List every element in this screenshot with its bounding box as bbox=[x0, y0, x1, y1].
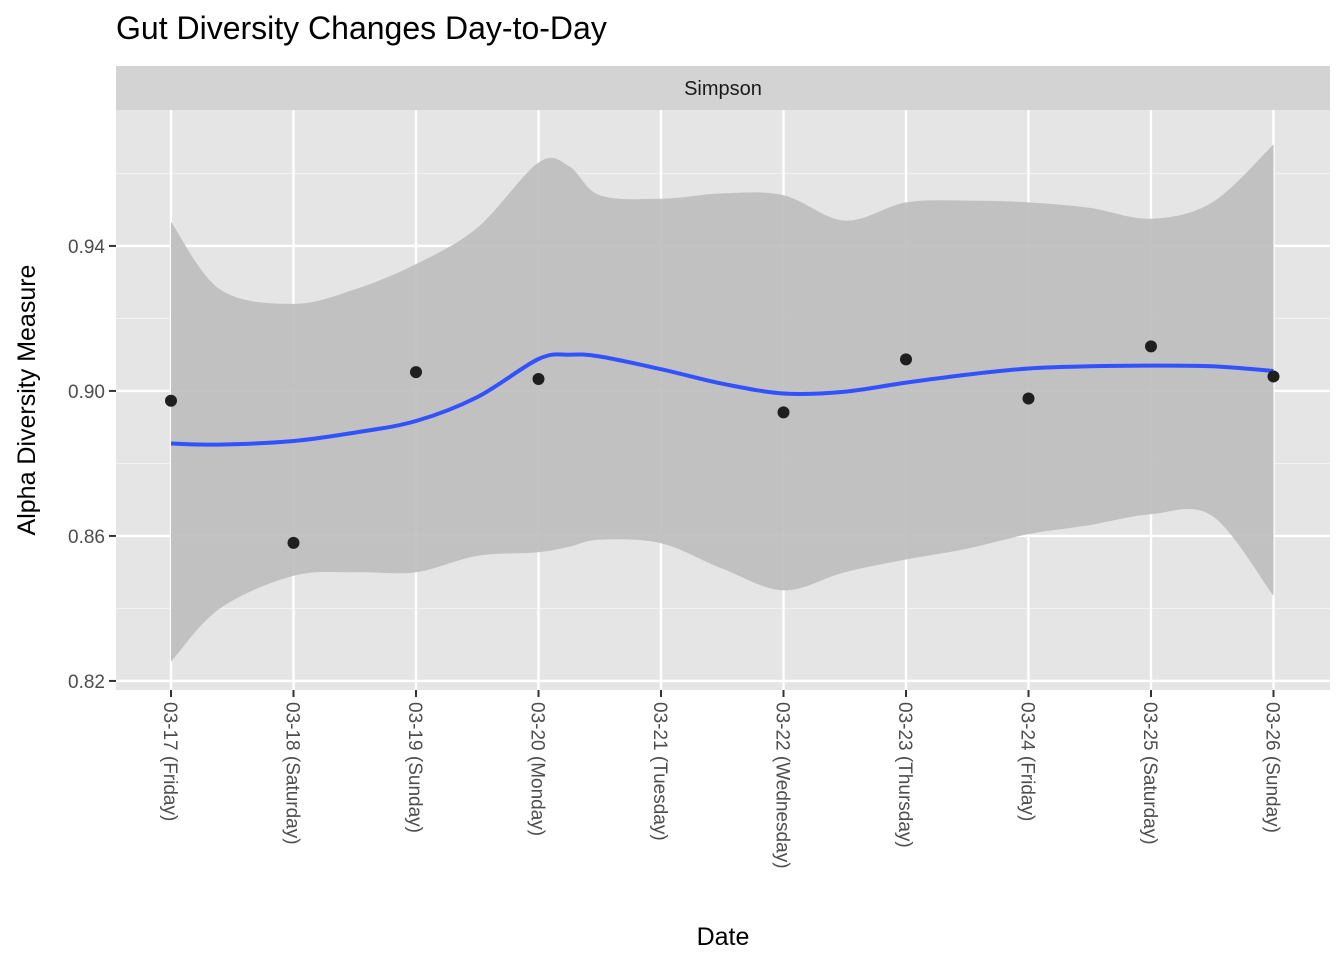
y-tick-label: 0.94 bbox=[68, 237, 105, 258]
x-tick-label: 03-18 (Saturday) bbox=[282, 702, 303, 845]
x-tick-label: 03-23 (Thursday) bbox=[894, 702, 915, 848]
data-point bbox=[900, 353, 912, 366]
x-tick-label: 03-26 (Sunday) bbox=[1262, 702, 1283, 833]
data-points bbox=[165, 340, 1280, 549]
x-tick-label: 03-24 (Friday) bbox=[1017, 702, 1038, 821]
x-tick-label: 03-21 (Tuesday) bbox=[649, 702, 670, 841]
y-tick-label: 0.82 bbox=[68, 672, 105, 693]
data-point bbox=[165, 394, 177, 407]
x-tick-label: 03-25 (Saturday) bbox=[1139, 702, 1160, 845]
y-axis-title: Alpha Diversity Measure bbox=[13, 265, 41, 536]
x-tick-label: 03-17 (Friday) bbox=[159, 702, 180, 821]
x-axis-title: Date bbox=[697, 923, 750, 951]
data-point bbox=[1267, 370, 1280, 383]
y-axis: 0.82 0.86 0.90 0.94 bbox=[68, 237, 116, 693]
confidence-band bbox=[171, 144, 1274, 662]
data-point bbox=[1022, 392, 1035, 405]
y-tick-label: 0.90 bbox=[68, 382, 105, 403]
data-point bbox=[1145, 340, 1157, 353]
y-tick-label: 0.86 bbox=[68, 527, 105, 548]
data-point bbox=[410, 366, 422, 379]
x-axis: 03-17 (Friday) 03-18 (Saturday) 03-19 (Sun… bbox=[159, 690, 1283, 869]
data-point bbox=[287, 536, 300, 549]
x-tick-label: 03-19 (Sunday) bbox=[404, 702, 425, 833]
facet-strip bbox=[116, 66, 1330, 110]
chart-title: Gut Diversity Changes Day-to-Day bbox=[116, 10, 607, 46]
data-point bbox=[532, 372, 545, 385]
x-tick-label: 03-20 (Monday) bbox=[527, 702, 548, 836]
smooth-line bbox=[170, 352, 1274, 447]
data-point bbox=[777, 406, 790, 419]
facet-label: Simpson bbox=[684, 78, 762, 100]
x-tick-label: 03-22 (Wednesday) bbox=[772, 702, 793, 869]
